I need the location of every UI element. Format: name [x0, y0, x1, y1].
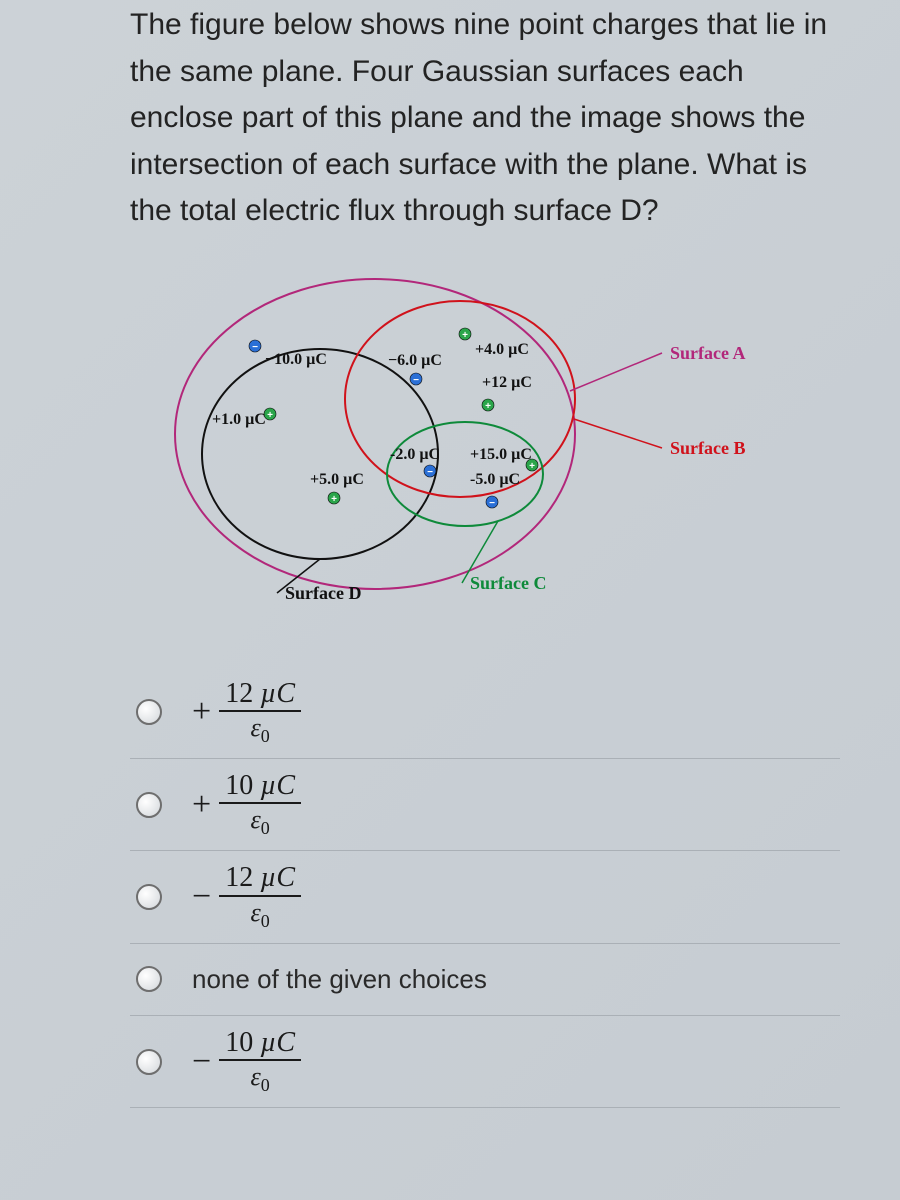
charge-label-3: +12 µC: [482, 374, 532, 391]
option-radio-4[interactable]: [136, 1049, 162, 1075]
charge-sign-0: −: [252, 342, 258, 353]
option-row-1[interactable]: +10 µCε0: [130, 759, 840, 851]
option-sign-4: −: [192, 1043, 211, 1081]
option-radio-2[interactable]: [136, 884, 162, 910]
label-surface-d: Surface D: [285, 583, 361, 603]
option-row-3[interactable]: none of the given choices: [130, 944, 840, 1016]
option-text-3: none of the given choices: [192, 964, 487, 995]
option-numerator-1: 10 µC: [219, 771, 301, 804]
option-label-3: none of the given choices: [192, 964, 487, 995]
charge-label-4: +1.0 µC: [212, 411, 266, 428]
option-denominator-2: ε0: [244, 897, 275, 931]
option-denominator-0: ε0: [244, 712, 275, 746]
label-surface-c: Surface C: [470, 573, 546, 593]
option-denominator-1: ε0: [244, 804, 275, 838]
charge-label-5: +5.0 µC: [310, 471, 364, 488]
option-radio-3[interactable]: [136, 966, 162, 992]
option-label-1: +10 µCε0: [192, 771, 301, 838]
option-row-2[interactable]: −12 µCε0: [130, 851, 840, 943]
option-fraction-0: 12 µCε0: [219, 679, 301, 746]
label-surface-b: Surface B: [670, 438, 746, 458]
option-fraction-2: 12 µCε0: [219, 863, 301, 930]
option-sign-2: −: [192, 878, 211, 916]
option-row-4[interactable]: −10 µCε0: [130, 1016, 840, 1108]
figure-container: −−10.0 µC−−6.0 µC++4.0 µC++12 µC++1.0 µC…: [130, 259, 840, 639]
question-text: The figure below shows nine point charge…: [130, 0, 840, 235]
charge-label-0: −10.0 µC: [265, 351, 327, 368]
option-denominator-4: ε0: [244, 1061, 275, 1095]
option-fraction-4: 10 µCε0: [219, 1028, 301, 1095]
option-label-4: −10 µCε0: [192, 1028, 301, 1095]
answer-options: +12 µCε0+10 µCε0−12 µCε0none of the give…: [130, 667, 840, 1109]
option-sign-1: +: [192, 786, 211, 824]
option-label-0: +12 µCε0: [192, 679, 301, 746]
leader-surface-b: [574, 419, 662, 448]
option-numerator-4: 10 µC: [219, 1028, 301, 1061]
charge-sign-8: −: [489, 498, 495, 509]
leader-surface-a: [570, 353, 662, 391]
charge-label-6: -2.0 µC: [390, 446, 440, 463]
charge-label-1: −6.0 µC: [388, 352, 442, 369]
charge-label-7: +15.0 µC: [470, 446, 532, 463]
page: The figure below shows nine point charge…: [0, 0, 900, 1200]
option-numerator-0: 12 µC: [219, 679, 301, 712]
charge-sign-5: +: [331, 494, 337, 505]
gaussian-surfaces-figure: −−10.0 µC−−6.0 µC++4.0 µC++12 µC++1.0 µC…: [130, 259, 790, 639]
option-fraction-1: 10 µCε0: [219, 771, 301, 838]
label-surface-a: Surface A: [670, 343, 746, 363]
option-label-2: −12 µCε0: [192, 863, 301, 930]
charge-sign-6: −: [427, 467, 433, 478]
charge-label-2: +4.0 µC: [475, 341, 529, 358]
option-radio-1[interactable]: [136, 792, 162, 818]
option-sign-0: +: [192, 693, 211, 731]
option-radio-0[interactable]: [136, 699, 162, 725]
charge-label-8: -5.0 µC: [470, 471, 520, 488]
option-row-0[interactable]: +12 µCε0: [130, 667, 840, 759]
charge-sign-2: +: [462, 330, 468, 341]
option-numerator-2: 12 µC: [219, 863, 301, 896]
charge-sign-1: −: [413, 375, 419, 386]
charge-sign-4: +: [267, 410, 273, 421]
charge-sign-3: +: [485, 401, 491, 412]
